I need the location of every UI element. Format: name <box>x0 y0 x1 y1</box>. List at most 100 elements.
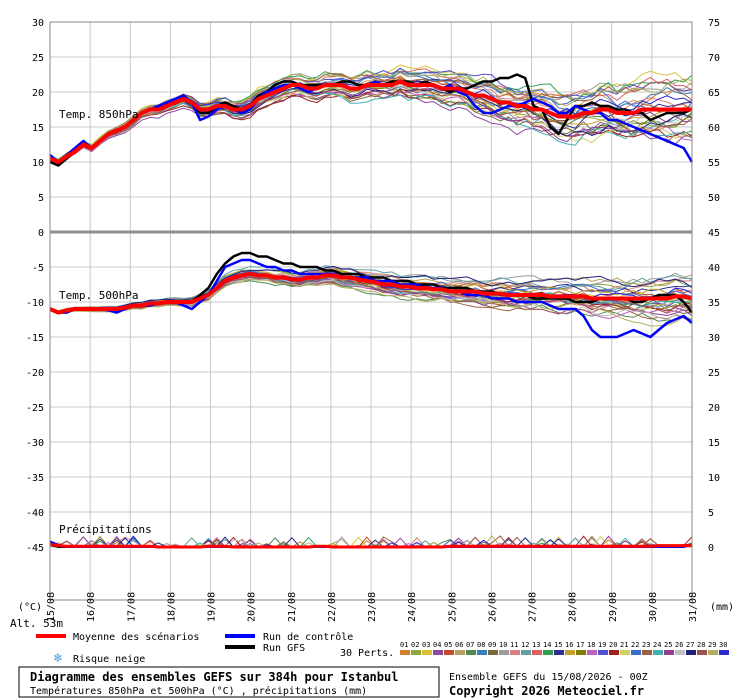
x-tick-label: 31/08 <box>688 592 699 622</box>
pert-legend-label: 27 <box>686 641 694 649</box>
legend-gfs-label: Run GFS <box>263 643 305 654</box>
right-tick-label: 0 <box>708 543 714 554</box>
pert-legend-swatch <box>565 650 575 655</box>
right-tick-label: 20 <box>708 403 720 414</box>
pert-legend-label: 16 <box>565 641 573 649</box>
pert-legend-label: 07 <box>466 641 474 649</box>
pert-legend-swatch <box>686 650 696 655</box>
pert-legend-label: 30 <box>719 641 727 649</box>
pert-legend-label: 10 <box>499 641 507 649</box>
left-tick-label: -40 <box>26 508 44 519</box>
pert-legend-swatch <box>499 650 509 655</box>
left-tick-label: -10 <box>26 298 44 309</box>
pert-color-legend: 01 02 03 04 05 06 07 08 09 10 11 12 13 14 15 16 17 18 19 20… <box>400 641 729 655</box>
x-tick-label: 23/08 <box>367 592 378 622</box>
right-tick-label: 45 <box>708 228 720 239</box>
left-tick-label: 30 <box>32 18 44 29</box>
left-tick-label: 15 <box>32 123 44 134</box>
pert-legend-label: 25 <box>664 641 672 649</box>
pert-legend-label: 02 <box>411 641 419 649</box>
snowflake-icon: ❄ <box>53 651 63 665</box>
right-tick-label: 55 <box>708 158 720 169</box>
pert-legend-swatch <box>664 650 674 655</box>
pert-legend-label: 12 <box>521 641 529 649</box>
pert-legend-label: 09 <box>488 641 496 649</box>
pert-legend-label: 19 <box>598 641 606 649</box>
x-tick-label: 21/08 <box>287 592 298 622</box>
legend-control-label: Run de contrôle <box>263 631 353 643</box>
left-tick-label: -25 <box>26 403 44 414</box>
right-tick-label: 10 <box>708 473 720 484</box>
x-tick-label: 20/08 <box>247 592 258 622</box>
pert-legend-swatch <box>620 650 630 655</box>
pert-legend-label: 05 <box>444 641 452 649</box>
pert-legend-swatch <box>422 650 432 655</box>
pert-legend-swatch <box>411 650 421 655</box>
x-tick-label: 27/08 <box>528 592 539 622</box>
pert-legend-label: 24 <box>653 641 661 649</box>
x-tick-label: 17/08 <box>126 592 137 622</box>
panel-label-t500: Temp. 500hPa <box>59 289 138 302</box>
right-unit-label: (mm) <box>710 602 734 613</box>
pert-legend-label: 20 <box>609 641 617 649</box>
right-tick-label: 35 <box>708 298 720 309</box>
pert-legend-swatch <box>400 650 410 655</box>
axis-labels: 302520151050-5-10-15-20-25-30-35-40-4575… <box>26 18 720 622</box>
right-tick-label: 50 <box>708 193 720 204</box>
pert-line-t850 <box>49 87 693 165</box>
pert-legend-label: 03 <box>422 641 430 649</box>
right-tick-label: 65 <box>708 88 720 99</box>
pert-legend-label: 11 <box>510 641 518 649</box>
x-tick-label: 15/08 <box>46 592 57 622</box>
pert-legend-swatch <box>609 650 619 655</box>
pert-legend-label: 04 <box>433 641 441 649</box>
left-tick-label: 0 <box>38 228 44 239</box>
pert-legend-swatch <box>543 650 553 655</box>
legend-control-swatch <box>225 634 255 638</box>
pert-legend-label: 21 <box>620 641 628 649</box>
panel-separator <box>50 230 692 234</box>
pert-legend-label: 15 <box>554 641 562 649</box>
pert-legend-swatch <box>532 650 542 655</box>
altitude-label: Alt. 53m <box>10 617 63 630</box>
panel-label-t850: Temp. 850hPa <box>59 108 138 121</box>
x-tick-label: 19/08 <box>207 592 218 622</box>
left-tick-label: -5 <box>32 263 44 274</box>
axes-frame <box>49 21 693 601</box>
left-tick-label: 10 <box>32 158 44 169</box>
left-tick-label: 20 <box>32 88 44 99</box>
title-box <box>18 666 440 698</box>
legend-mean-label: Moyenne des scénarios <box>73 631 199 643</box>
x-tick-label: 22/08 <box>327 592 338 622</box>
mean-line-t500 <box>49 272 693 315</box>
legend-mean-swatch <box>36 634 66 638</box>
copyright: Copyright 2026 Meteociel.fr <box>449 684 644 698</box>
pert-legend-label: 18 <box>587 641 595 649</box>
pert-legend-swatch <box>631 650 641 655</box>
pert-legend-swatch <box>675 650 685 655</box>
x-tick-label: 30/08 <box>648 592 659 622</box>
pert-legend-label: 28 <box>697 641 705 649</box>
pert-legend-label: 14 <box>543 641 551 649</box>
pert-line-t500 <box>49 278 693 327</box>
x-tick-label: 29/08 <box>608 592 619 622</box>
x-tick-label: 25/08 <box>447 592 458 622</box>
plot-frame <box>49 21 693 601</box>
left-tick-label: -20 <box>26 368 44 379</box>
chart-title: Diagramme des ensembles GEFS sur 384h po… <box>30 670 398 684</box>
right-tick-label: 30 <box>708 333 720 344</box>
x-tick-label: 18/08 <box>166 592 177 622</box>
pert-legend-swatch <box>554 650 564 655</box>
pert-legend-swatch <box>521 650 531 655</box>
pert-legend-label: 17 <box>576 641 584 649</box>
legend-gfs-swatch <box>225 645 255 649</box>
mean-line-precip <box>49 542 692 549</box>
pert-legend-swatch <box>576 650 586 655</box>
pert-legend-swatch <box>598 650 608 655</box>
chart-subtitle: Températures 850hPa et 500hPa (°C) , pré… <box>30 685 367 697</box>
left-tick-label: -30 <box>26 438 44 449</box>
pert-legend-label: 29 <box>708 641 716 649</box>
pert-legend-label: 13 <box>532 641 540 649</box>
x-tick-label: 28/08 <box>568 592 579 622</box>
pert-legend-label: 22 <box>631 641 639 649</box>
